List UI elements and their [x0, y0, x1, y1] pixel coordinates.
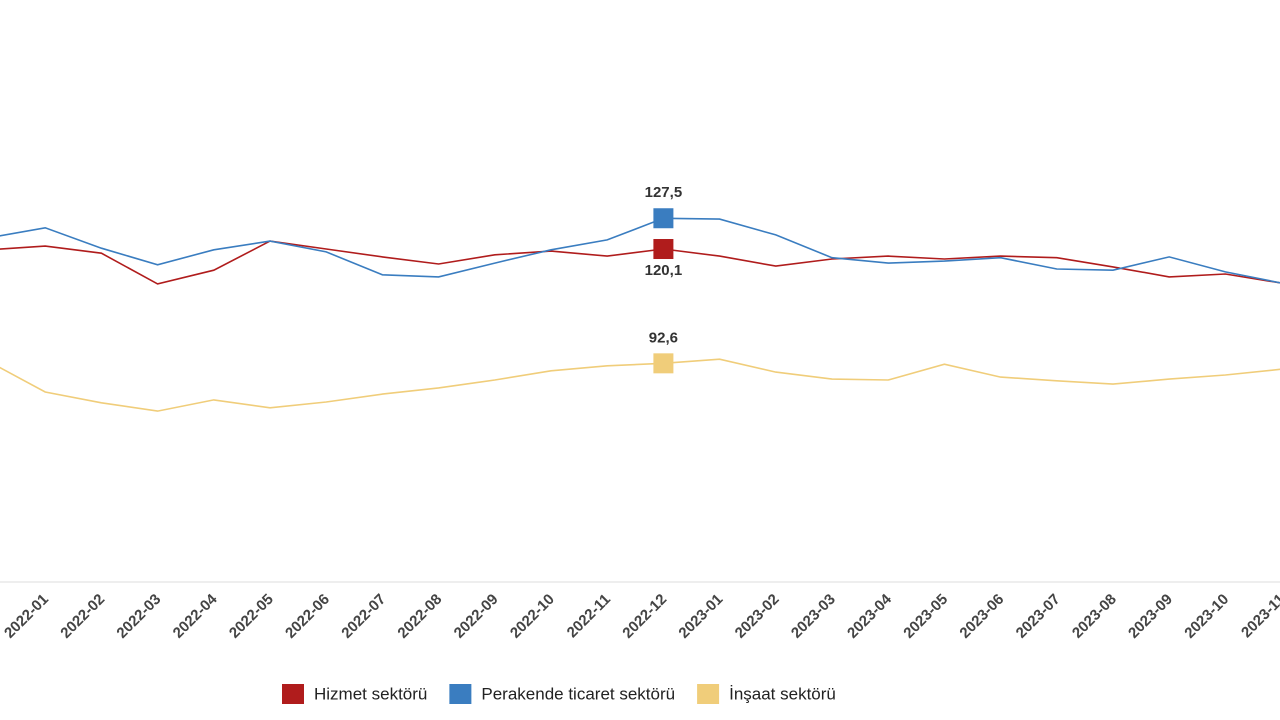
legend-label: İnşaat sektörü: [729, 684, 836, 703]
x-tick-label: 2022-06: [282, 591, 333, 642]
x-tick-label: 2022-10: [507, 591, 558, 642]
x-tick-label: 2023-09: [1125, 591, 1176, 642]
x-tick-label: 2023-10: [1181, 591, 1232, 642]
x-tick-label: 2022-12: [619, 591, 670, 642]
x-tick-label: 2023-03: [788, 591, 839, 642]
legend-swatch: [449, 684, 472, 704]
x-tick-label: 2022-04: [170, 590, 221, 641]
x-tick-label: 2023-06: [956, 591, 1007, 642]
series-line: [0, 240, 1280, 285]
x-tick-label: 2023-01: [675, 591, 726, 642]
legend-swatch: [282, 684, 304, 704]
x-tick-label: 2023-11: [1238, 591, 1280, 641]
point-marker: [653, 208, 674, 229]
x-tick-label: 2022-08: [394, 591, 445, 642]
legend-swatch: [697, 684, 720, 704]
legend-label: Hizmet sektörü: [314, 684, 427, 703]
data-label: 92,6: [649, 329, 678, 346]
x-tick-label: 2022-05: [226, 591, 277, 642]
x-tick-label: 2022-02: [57, 591, 108, 642]
x-tick-label: 2023-05: [900, 591, 951, 642]
x-tick-label: 2023-07: [1013, 591, 1064, 642]
x-tick-label: 2023-02: [732, 591, 783, 642]
legend-item: Hizmet sektörü: [282, 684, 427, 704]
data-label: 120,1: [645, 262, 683, 279]
point-marker: [653, 239, 674, 260]
x-tick-label: 2023-08: [1069, 591, 1120, 642]
x-tick-label: 2022-07: [338, 591, 389, 642]
x-tick-label: 2022-11: [564, 591, 614, 641]
data-label: 127,5: [645, 184, 683, 201]
series-line: [0, 358, 1280, 412]
point-marker: [653, 353, 674, 374]
x-tick-label: 2022-01: [1, 591, 52, 642]
x-tick-label: 2023-04: [844, 590, 895, 641]
series-line: [0, 217, 1280, 284]
x-tick-label: 2022-09: [451, 591, 502, 642]
x-tick-label: 2022-03: [113, 591, 164, 642]
legend-item: İnşaat sektörü: [697, 684, 836, 704]
legend-item: Perakende ticaret sektörü: [449, 684, 675, 704]
legend-label: Perakende ticaret sektörü: [481, 684, 675, 703]
